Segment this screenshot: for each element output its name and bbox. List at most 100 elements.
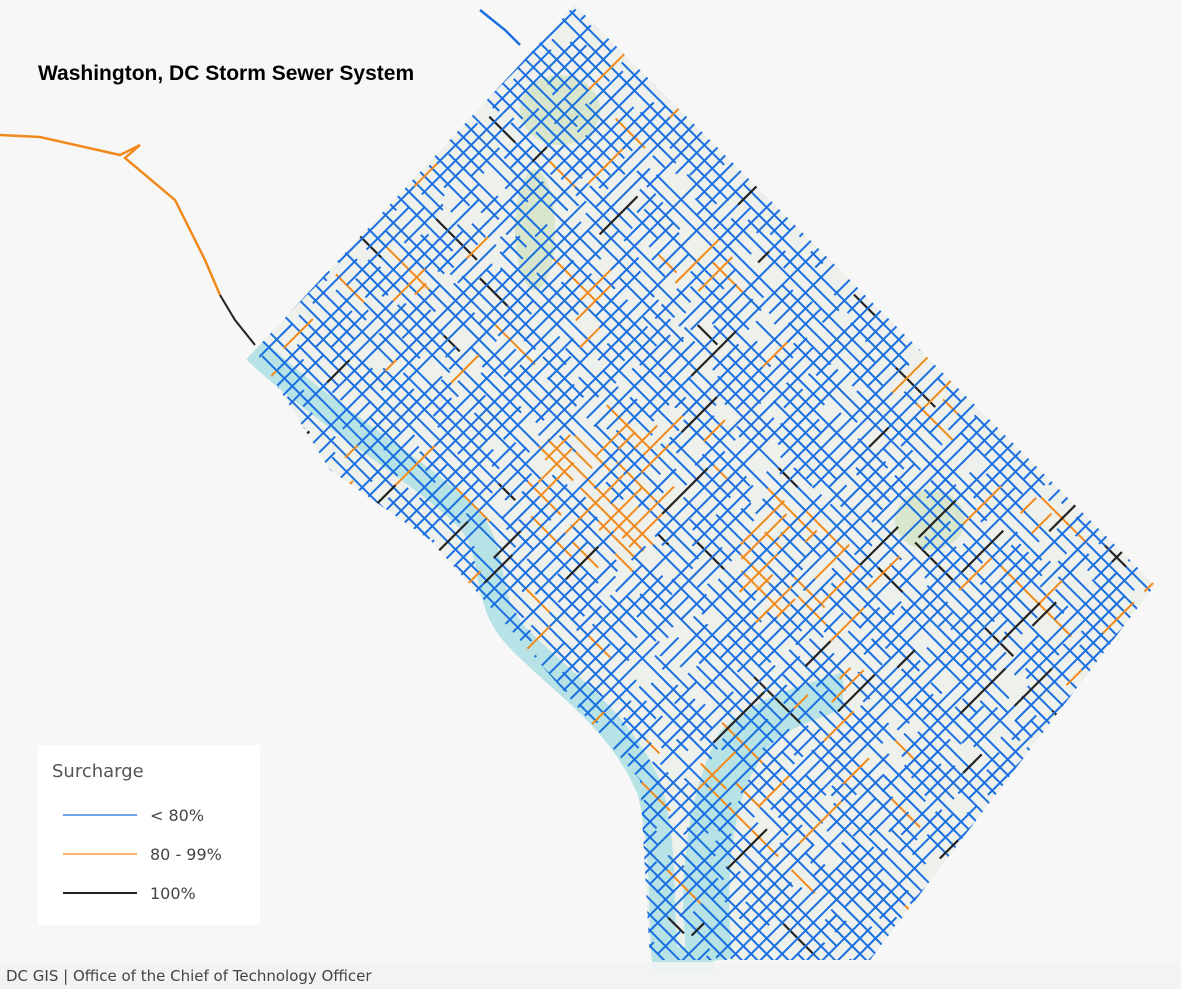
sewer-line (594, 195, 608, 208)
sewer-line (970, 510, 1008, 548)
sewer-line (450, 183, 480, 213)
sewer-line (894, 775, 929, 811)
sewer-line (715, 484, 754, 523)
sewer-line (653, 945, 698, 960)
sewer-line (536, 272, 555, 291)
sewer-line (993, 496, 1040, 543)
sewer-line (599, 473, 625, 499)
sewer-line (539, 291, 576, 327)
sewer-line (750, 626, 770, 646)
sewer-line (685, 756, 700, 771)
sewer-line (539, 237, 581, 279)
sewer-line (808, 638, 826, 656)
sewer-line (610, 256, 640, 287)
sewer-line (527, 45, 572, 90)
sewer-line (443, 334, 461, 353)
sewer-line (853, 543, 879, 569)
sewer-line (934, 811, 960, 836)
sewer-line (866, 358, 895, 388)
sewer-line (1053, 605, 1069, 621)
sewer-line (797, 386, 837, 426)
sewer-line (609, 472, 642, 505)
sewer-line (633, 424, 658, 450)
sewer-line (834, 370, 853, 389)
sewer-line (924, 809, 943, 827)
sewer-line (493, 306, 526, 340)
sewer-line (891, 668, 928, 705)
sewer-line (875, 703, 894, 721)
sewer-line (404, 382, 452, 429)
sewer-line (891, 406, 926, 441)
sewer-line (620, 449, 647, 476)
sewer-line (896, 649, 916, 669)
sewer-line (553, 88, 590, 125)
sewer-line (457, 243, 497, 284)
sewer-line (961, 698, 979, 715)
map-title: Washington, DC Storm Sewer System (38, 62, 414, 85)
sewer-line (741, 868, 774, 901)
sewer-line (547, 376, 564, 393)
sewer-line (523, 290, 566, 333)
sewer-line (463, 542, 497, 576)
sewer-line (906, 662, 950, 706)
sewer-line (585, 212, 618, 246)
sewer-line (685, 947, 711, 960)
sewer-line (484, 117, 515, 147)
sewer-line (639, 111, 668, 140)
sewer-line (758, 643, 782, 667)
sewer-line (717, 207, 751, 241)
sewer-line (521, 490, 552, 522)
sewer-line (939, 839, 959, 860)
sewer-line (583, 304, 599, 319)
sewer-line (859, 526, 899, 566)
sewer-line (345, 439, 389, 483)
sewer-line (783, 388, 804, 409)
sewer-line (704, 778, 725, 799)
sewer-line (657, 930, 682, 955)
sewer-line (659, 862, 703, 906)
sewer-line (585, 641, 628, 684)
sewer-line (531, 146, 548, 163)
sewer-line (420, 464, 463, 507)
sewer-line (783, 677, 810, 705)
sewer-line (512, 49, 552, 89)
sewer-line (683, 326, 697, 340)
sewer-line (331, 456, 367, 493)
sewer-line (478, 291, 512, 325)
sewer-line (655, 204, 681, 231)
sewer-line (469, 147, 501, 178)
sewer-line (655, 920, 696, 960)
sewer-line (349, 318, 376, 345)
sewer-line (557, 651, 580, 674)
sewer-line (570, 575, 617, 622)
sewer-line (793, 727, 823, 756)
sewer-line (614, 552, 634, 572)
sewer-line (504, 170, 539, 206)
sewer-line (537, 394, 580, 437)
sewer-line (594, 422, 630, 458)
sewer-line (961, 706, 999, 744)
sewer-line (620, 61, 644, 84)
sewer-line (722, 302, 736, 317)
sewer-line (989, 538, 1019, 569)
sewer-line (487, 221, 504, 238)
sewer-line (544, 434, 572, 461)
sewer-line (549, 152, 573, 176)
sewer-line (828, 446, 870, 488)
sewer-line (724, 335, 770, 382)
sewer-line (673, 698, 696, 720)
sewer-line (826, 819, 839, 832)
sewer-line (896, 772, 927, 803)
sewer-line (719, 237, 759, 278)
sewer-line (641, 82, 658, 98)
sewer-line (545, 593, 591, 638)
sewer-line (649, 136, 677, 164)
sewer-line (715, 623, 739, 648)
sewer-line (363, 211, 389, 238)
sewer-line (1104, 560, 1135, 592)
sewer-line (655, 935, 694, 960)
sewer-line (923, 832, 951, 860)
sewer-line (629, 318, 672, 360)
sewer-line (270, 323, 293, 346)
sewer-line (843, 300, 876, 333)
